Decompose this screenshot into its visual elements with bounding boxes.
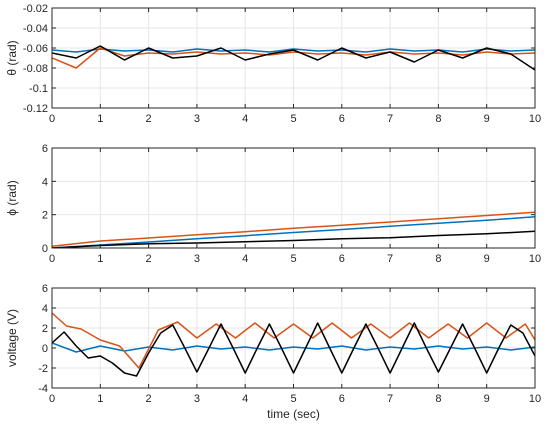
y-tick-label: 2 [42,210,48,222]
x-tick-label: 0 [49,253,55,265]
x-tick-label: 5 [290,393,296,405]
y-tick-label: -0.12 [23,103,48,115]
x-tick-label: 1 [97,253,103,265]
x-tick-label: 7 [387,113,393,125]
x-tick-label: 3 [194,253,200,265]
y-tick-label: 4 [42,176,48,188]
y-tick-label: -0.1 [29,83,48,95]
x-tick-label: 2 [146,393,152,405]
x-tick-label: 9 [484,393,490,405]
x-tick-label: 4 [242,113,248,125]
x-tick-label: 7 [387,393,393,405]
series-line-2 [52,211,535,248]
series-line-3 [52,322,535,377]
y-tick-label: -0.04 [23,23,48,35]
series-line-1 [52,48,535,53]
x-tick-label: 8 [435,393,441,405]
y-tick-label: 0 [42,343,48,355]
x-tick-label: 10 [529,393,541,405]
y-axis-label: voltage (V) [5,309,19,367]
y-tick-label: 4 [42,303,48,315]
panel-2: 0 1 2 3 4 5 6 7 8 9 10 0 2 4 6 ϕ (rad) [5,143,541,265]
panel-1: 0 1 2 3 4 5 6 7 8 9 10 -0.12 -0.1 -0.08 -0.06 -0.04 -0.0… [5,3,541,125]
series-line-2 [52,47,535,69]
x-tick-label: 6 [339,393,345,405]
x-tick-label: 9 [484,113,490,125]
x-tick-label: 9 [484,253,490,265]
x-tick-label: 8 [435,113,441,125]
x-tick-label: 7 [387,253,393,265]
y-axis-label: θ (rad) [5,40,19,75]
x-tick-label: 5 [290,113,296,125]
panel-3: 0 1 2 3 4 5 6 7 8 9 10 -4 -2 0 2 4 6 voltage (V) time (sec… [5,283,541,421]
x-tick-label: 4 [242,393,248,405]
x-tick-label: 8 [435,253,441,265]
x-tick-label: 1 [97,113,103,125]
y-tick-label: 0 [42,243,48,255]
y-tick-label: -0.02 [23,3,48,15]
x-tick-label: 6 [339,253,345,265]
x-axis-label: time (sec) [267,407,320,421]
series-line-2 [52,312,535,369]
x-tick-label: 3 [194,393,200,405]
series-line-3 [52,230,535,248]
y-tick-label: 6 [42,283,48,295]
series-line-3 [52,45,535,71]
y-tick-label: -4 [38,383,48,395]
y-tick-label: -2 [38,363,48,375]
x-tick-label: 6 [339,113,345,125]
y-tick-label: 6 [42,143,48,155]
x-tick-label: 2 [146,253,152,265]
y-tick-label: 2 [42,323,48,335]
x-tick-label: 0 [49,113,55,125]
y-axis-label: ϕ (rad) [5,180,19,215]
y-tick-label: -0.08 [23,63,48,75]
series-line-1 [52,342,535,353]
x-tick-label: 10 [529,253,541,265]
series-line-1 [52,216,535,248]
x-tick-label: 2 [146,113,152,125]
x-tick-label: 3 [194,113,200,125]
x-tick-label: 4 [242,253,248,265]
x-tick-label: 10 [529,113,541,125]
x-tick-label: 0 [49,393,55,405]
x-tick-label: 5 [290,253,296,265]
x-tick-label: 1 [97,393,103,405]
y-tick-label: -0.06 [23,43,48,55]
